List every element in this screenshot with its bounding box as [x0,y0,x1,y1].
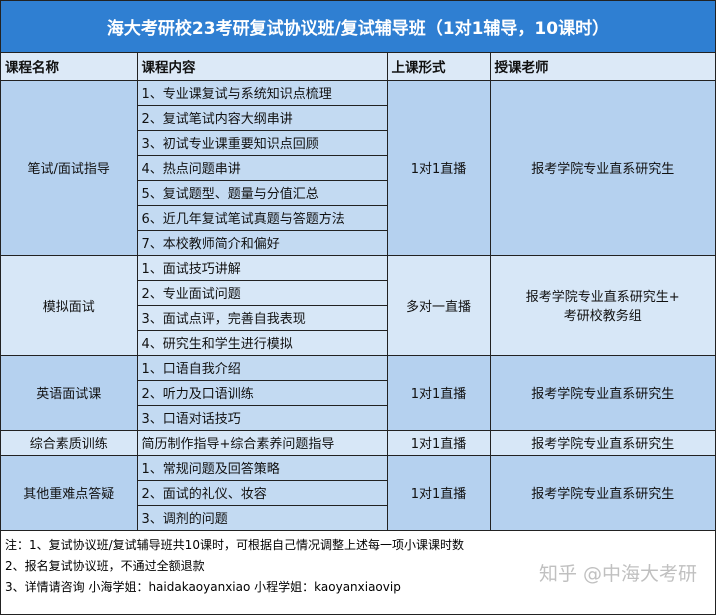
course-content-item: 简历制作指导+综合素养问题指导 [136,429,388,456]
course-name: 综合素质训练 [1,429,138,456]
teacher-line: 报考学院专业直系研究生 [531,387,675,402]
watermark: 知乎 @中海大考研 [538,563,697,585]
table-row: 2、面试的礼仪、妆容 [1,479,715,506]
header-course-name: 课程名称 [1,53,138,81]
table-row: 英语面试课 1、口语自我介绍 1对1直播 报考学院专业直系研究生 [1,354,715,431]
header-format: 上课形式 [386,53,491,81]
table-row: 2、复试笔试内容大纲串讲 [1,104,715,131]
course-name: 英语面试课 [1,354,138,431]
course-format: 1对1直播 [386,429,491,456]
course-content-item: 6、近几年复试笔试真题与答题方法 [137,204,387,231]
teacher-line: 报考学院专业直系研究生+ [525,290,680,305]
course-content-item: 2、专业面试问题 [137,279,387,306]
note-3: 3、详情请咨询 小海学姐：haidakaoyanxiao 小程学姐：kaoyan… [5,579,401,594]
course-content-item: 3、初试专业课重要知识点回顾 [137,129,387,156]
header-teacher: 授课老师 [489,53,715,81]
course-content-item: 4、热点问题串讲 [137,154,387,181]
course-teacher: 报考学院专业直系研究生 [489,354,715,431]
note-1: 注：1、复试协议班/复试辅导班共10课时，可根据自己情况调整上述每一项小课课时数 [5,537,464,552]
course-content-item: 3、面试点评，完善自我表现 [137,304,387,331]
teacher-line: 报考学院专业直系研究生 [531,437,675,452]
table-row: 2、听力及口语训练 [1,379,715,406]
table-row: 6、近几年复试笔试真题与答题方法 [1,204,715,231]
notes: 注：1、复试协议班/复试辅导班共10课时，可根据自己情况调整上述每一项小课课时数… [1,530,715,597]
course-content-item: 2、复试笔试内容大纲串讲 [137,104,387,131]
course-teacher: 报考学院专业直系研究生 [489,79,715,256]
course-content-item: 2、听力及口语训练 [137,379,387,406]
table-row: 3、面试点评，完善自我表现 [1,304,715,331]
course-teacher: 报考学院专业直系研究生 [489,454,715,531]
course-content-item: 2、面试的礼仪、妆容 [137,479,387,506]
course-content-item: 1、专业课复试与系统知识点梳理 [136,79,388,106]
table-row: 2、专业面试问题 [1,279,715,306]
table-row: 3、口语对话技巧 [1,404,715,431]
table-row: 综合素质训练 简历制作指导+综合素养问题指导 1对1直播 报考学院专业直系研究生 [1,429,715,456]
course-format: 1对1直播 [386,454,491,531]
teacher-line: 报考学院专业直系研究生 [531,162,675,177]
table-row: 其他重难点答疑 1、常规问题及回答策略 1对1直播 报考学院专业直系研究生 [1,454,715,531]
table-row: 3、初试专业课重要知识点回顾 [1,129,715,156]
course-teacher: 报考学院专业直系研究生 [489,429,715,456]
course-content-item: 5、复试题型、题量与分值汇总 [137,179,387,206]
course-content-item: 3、调剂的问题 [137,504,387,531]
teacher-line: 报考学院专业直系研究生 [531,487,675,502]
teacher-line: 考研校教务组 [563,309,642,324]
course-content-item: 1、面试技巧讲解 [136,254,388,281]
course-format: 1对1直播 [386,79,491,256]
header-row: 课程名称 课程内容 上课形式 授课老师 [1,53,715,81]
course-table: 课程名称 课程内容 上课形式 授课老师 笔试/面试指导 1、专业课复试与系统知识点… [1,53,715,531]
course-teacher: 报考学院专业直系研究生+ 考研校教务组 [489,254,715,356]
course-format: 多对一直播 [386,254,491,356]
course-name: 模拟面试 [1,254,138,356]
course-content-item: 7、本校教师简介和偏好 [137,229,387,256]
course-content-item: 1、口语自我介绍 [136,354,388,381]
table-row: 模拟面试 1、面试技巧讲解 多对一直播 报考学院专业直系研究生+ 考研校教务组 [1,254,715,356]
course-format: 1对1直播 [386,354,491,431]
course-content-item: 4、研究生和学生进行模拟 [137,329,387,356]
note-2: 2、报名复试协议班，不通过全额退款 [5,558,205,573]
page-title: 海大考研校23考研复试协议班/复试辅导班（1对1辅导，10课时） [1,1,715,53]
table-row: 7、本校教师简介和偏好 [1,229,715,256]
header-course-content: 课程内容 [136,53,388,81]
table-row: 5、复试题型、题量与分值汇总 [1,179,715,206]
table-row: 笔试/面试指导 1、专业课复试与系统知识点梳理 1对1直播 报考学院专业直系研究生 [1,79,715,256]
course-name: 笔试/面试指导 [1,79,138,256]
course-name: 其他重难点答疑 [1,454,138,531]
course-content-item: 3、口语对话技巧 [137,404,387,431]
table-row: 3、调剂的问题 [1,504,715,531]
course-content-item: 1、常规问题及回答策略 [136,454,388,481]
